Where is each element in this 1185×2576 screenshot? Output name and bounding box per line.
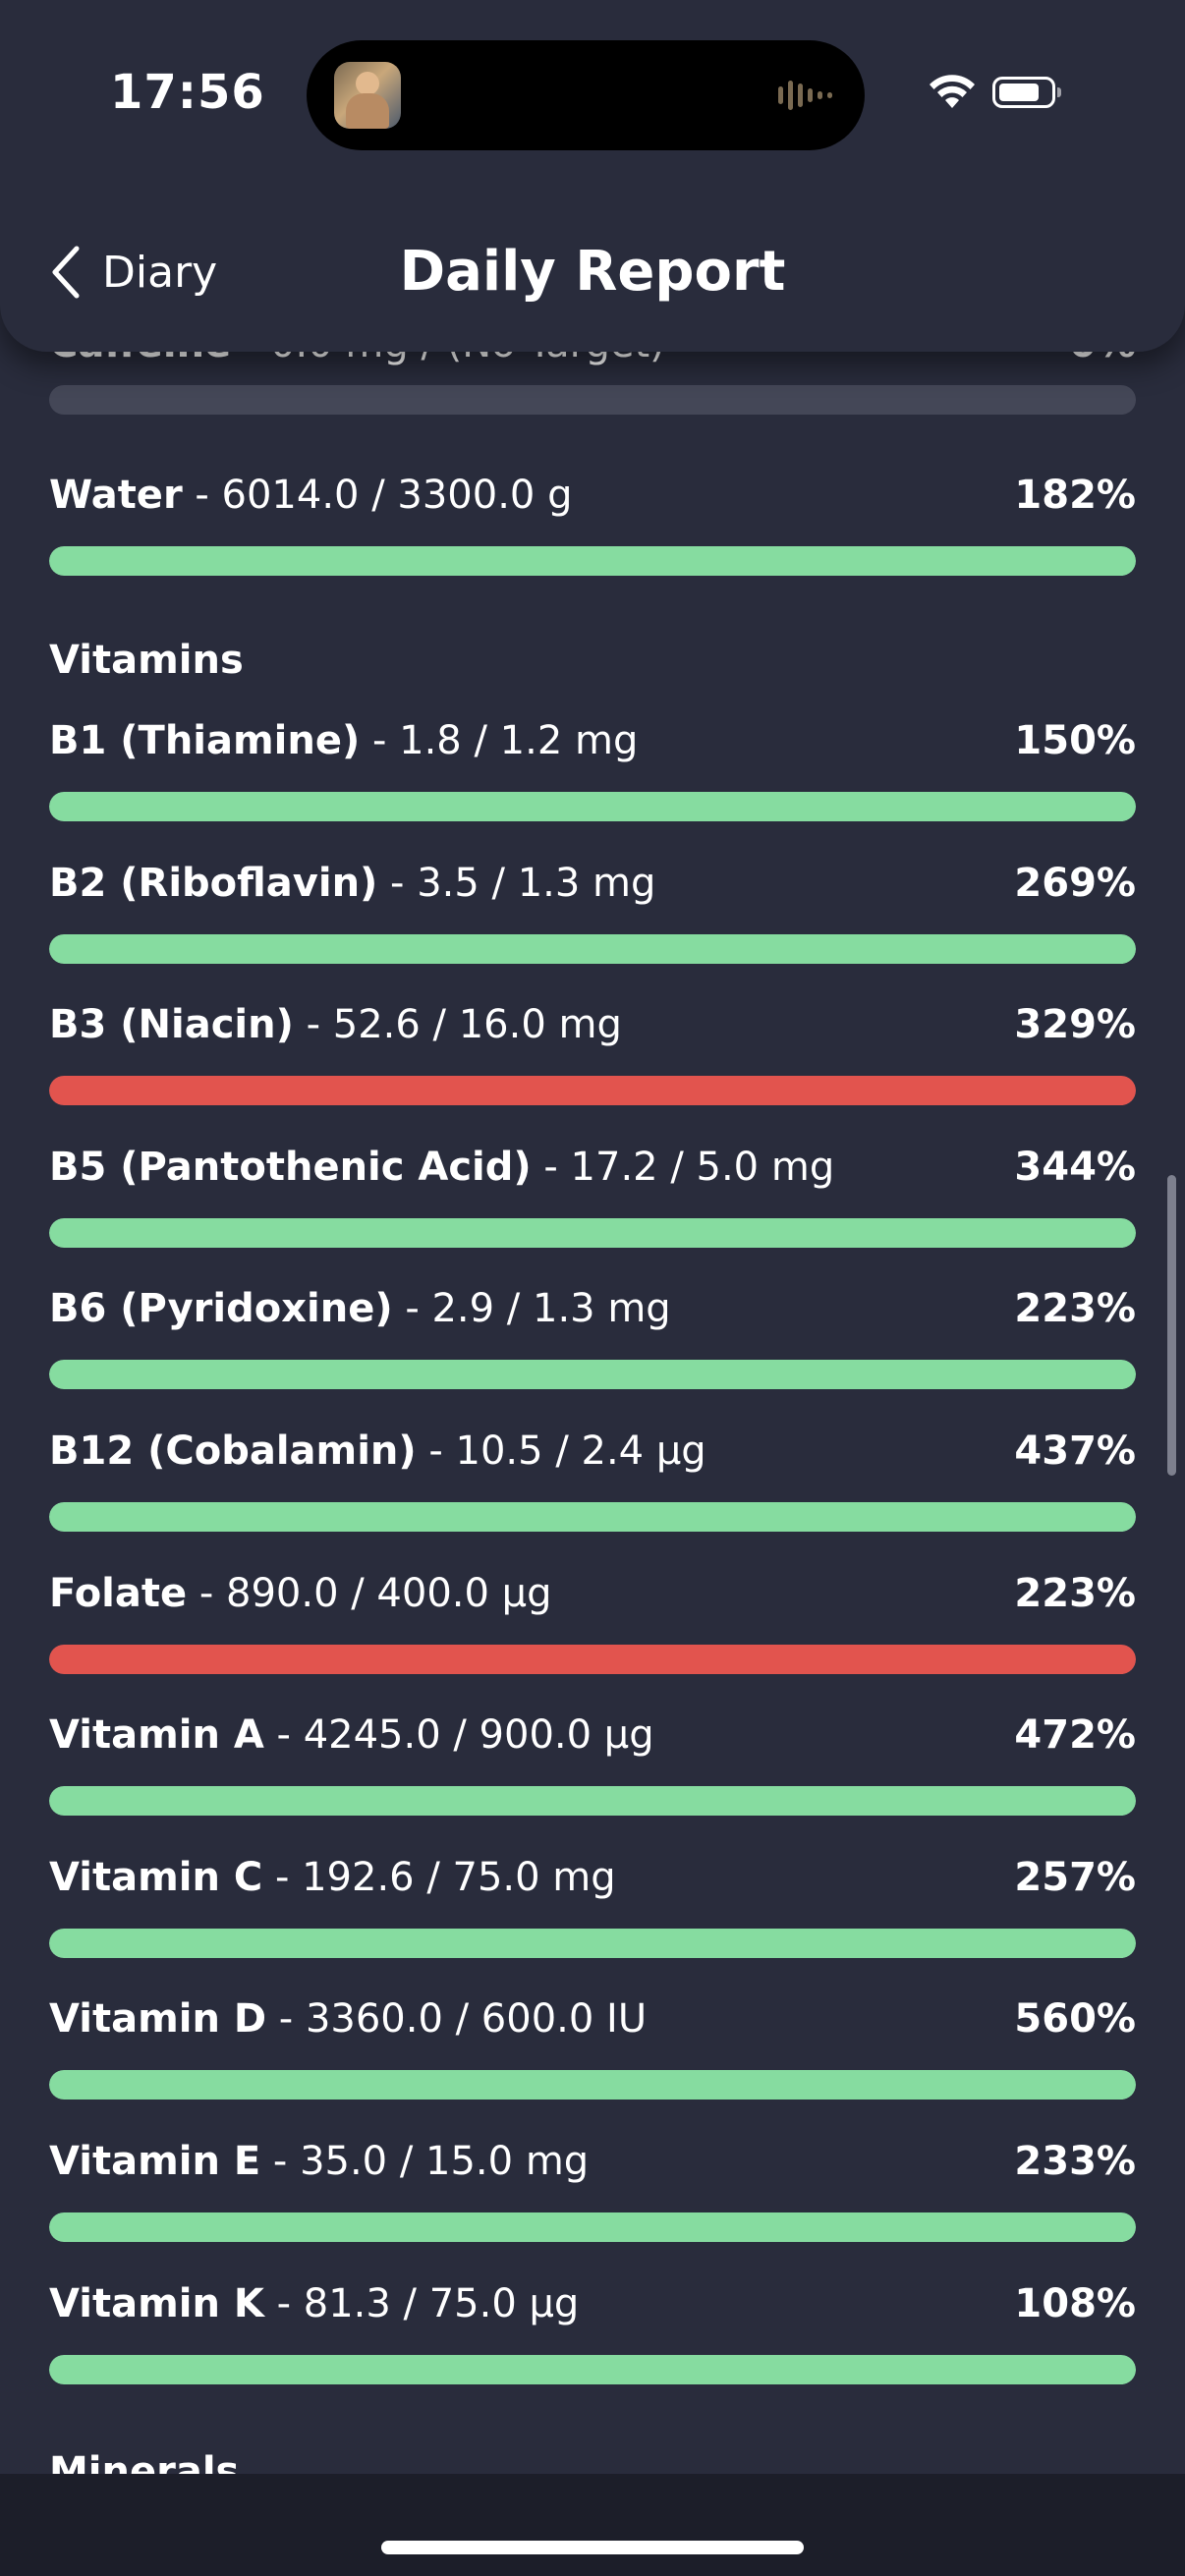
home-indicator[interactable] xyxy=(381,2541,804,2554)
nutrient-progress-fill xyxy=(49,2070,1136,2100)
back-button-label: Diary xyxy=(102,247,218,298)
nutrient-percent: 329% xyxy=(1014,1002,1136,1047)
nutrient-label: B3 (Niacin) - 52.6 / 16.0 mg xyxy=(49,995,914,1054)
nutrient-amount: - 1.8 / 1.2 mg xyxy=(360,718,639,763)
nutrient-percent: 108% xyxy=(1014,2281,1136,2326)
home-indicator-area xyxy=(0,2474,1185,2576)
nutrient-progress-fill xyxy=(49,1645,1136,1674)
audio-waveform-icon xyxy=(778,80,832,111)
report-content[interactable]: Caffeine - 0.0 mg / (No Target) 0% Water… xyxy=(0,0,1185,2474)
nutrient-progress-bar xyxy=(49,1929,1136,1958)
chevron-left-icon xyxy=(52,246,80,299)
nutrient-progress-bar xyxy=(49,2355,1136,2384)
section-title-vitamins: Vitamins xyxy=(49,638,244,683)
battery-icon xyxy=(992,77,1061,108)
nutrient-name: B2 (Riboflavin) xyxy=(49,861,378,906)
nutrient-progress-bar xyxy=(49,1786,1136,1816)
scroll-indicator[interactable] xyxy=(1167,1175,1176,1476)
nutrient-progress-bar xyxy=(49,934,1136,964)
wifi-icon xyxy=(930,75,975,108)
nutrient-percent: 257% xyxy=(1014,1855,1136,1900)
nutrient-progress-fill xyxy=(49,934,1136,964)
nutrient-progress-fill xyxy=(49,2212,1136,2242)
nutrient-percent: 560% xyxy=(1014,1996,1136,2042)
nutrient-name: B3 (Niacin) xyxy=(49,1002,294,1047)
nutrient-label: Vitamin D - 3360.0 / 600.0 IU xyxy=(49,1989,914,2048)
nutrient-name: Vitamin D xyxy=(49,1996,267,2042)
nutrient-amount: - 17.2 / 5.0 mg xyxy=(531,1145,835,1190)
dynamic-island xyxy=(307,40,865,150)
live-activity-avatar xyxy=(334,62,401,129)
nutrient-label: Vitamin C - 192.6 / 75.0 mg xyxy=(49,1848,914,1907)
nutrient-label: Vitamin E - 35.0 / 15.0 mg xyxy=(49,2132,914,2191)
nutrient-label: Vitamin A - 4245.0 / 900.0 μg xyxy=(49,1706,914,1764)
nutrient-name: Vitamin K xyxy=(49,2281,264,2326)
nutrient-percent: 223% xyxy=(1014,1286,1136,1331)
nutrient-progress-fill xyxy=(49,1929,1136,1958)
nutrient-progress-fill xyxy=(49,1786,1136,1816)
section-title-minerals: Minerals xyxy=(49,2449,240,2474)
nutrient-amount: - 35.0 / 15.0 mg xyxy=(260,2139,590,2184)
nutrient-progress-fill xyxy=(49,2355,1136,2384)
nutrient-progress-bar xyxy=(49,546,1136,576)
nutrient-progress-bar xyxy=(49,1645,1136,1674)
nutrient-progress-fill xyxy=(49,546,1136,576)
nutrient-progress-fill xyxy=(49,792,1136,821)
nutrient-label: B1 (Thiamine) - 1.8 / 1.2 mg xyxy=(49,711,914,770)
nutrient-name: Vitamin E xyxy=(49,2139,261,2184)
nutrient-label: B2 (Riboflavin) - 3.5 / 1.3 mg xyxy=(49,854,914,913)
nutrient-percent: 233% xyxy=(1014,2139,1136,2184)
nutrient-progress-bar xyxy=(49,1502,1136,1532)
nutrient-progress-bar xyxy=(49,385,1136,415)
nutrient-amount: - 81.3 / 75.0 μg xyxy=(263,2281,580,2326)
nutrient-percent: 182% xyxy=(1014,473,1136,518)
nutrient-percent: 344% xyxy=(1014,1145,1136,1190)
back-button[interactable]: Diary xyxy=(47,236,217,308)
nav-header: 17:56 Diary Daily Report xyxy=(0,0,1185,352)
nutrient-progress-bar xyxy=(49,1076,1136,1105)
nutrient-amount: - 3.5 / 1.3 mg xyxy=(377,861,656,906)
nutrient-label: Water - 6014.0 / 3300.0 g xyxy=(49,466,914,525)
nutrient-amount: - 4245.0 / 900.0 μg xyxy=(263,1712,654,1758)
nutrient-name: B12 (Cobalamin) xyxy=(49,1428,417,1474)
nutrient-label: B12 (Cobalamin) - 10.5 / 2.4 μg xyxy=(49,1422,914,1481)
nutrient-name: Vitamin A xyxy=(49,1712,264,1758)
nutrient-progress-bar xyxy=(49,2212,1136,2242)
nutrient-amount: - 52.6 / 16.0 mg xyxy=(293,1002,622,1047)
nutrient-progress-fill xyxy=(49,1502,1136,1532)
nutrient-name: Folate xyxy=(49,1571,188,1616)
nutrient-progress-bar xyxy=(49,1360,1136,1389)
nutrient-name: B6 (Pyridoxine) xyxy=(49,1286,393,1331)
nutrient-name: Vitamin C xyxy=(49,1855,263,1900)
nutrient-amount: - 890.0 / 400.0 μg xyxy=(187,1571,552,1616)
nutrient-percent: 223% xyxy=(1014,1571,1136,1616)
nutrient-amount: - 3360.0 / 600.0 IU xyxy=(266,1996,648,2042)
nutrient-progress-fill xyxy=(49,1360,1136,1389)
status-time: 17:56 xyxy=(110,65,265,120)
nutrient-progress-bar xyxy=(49,2070,1136,2100)
nutrient-percent: 437% xyxy=(1014,1428,1136,1474)
nutrient-amount: - 10.5 / 2.4 μg xyxy=(416,1428,706,1474)
nutrient-percent: 150% xyxy=(1014,718,1136,763)
nutrient-name: Water xyxy=(49,473,183,518)
nutrient-progress-fill xyxy=(49,1076,1136,1105)
nutrient-label: Vitamin K - 81.3 / 75.0 μg xyxy=(49,2274,914,2333)
nutrient-progress-bar xyxy=(49,792,1136,821)
nutrient-percent: 472% xyxy=(1014,1712,1136,1758)
nutrient-name: B5 (Pantothenic Acid) xyxy=(49,1145,532,1190)
nutrient-percent: 269% xyxy=(1014,861,1136,906)
nutrient-name: B1 (Thiamine) xyxy=(49,718,361,763)
nutrient-label: B6 (Pyridoxine) - 2.9 / 1.3 mg xyxy=(49,1279,914,1338)
nutrient-amount: - 2.9 / 1.3 mg xyxy=(392,1286,671,1331)
page-title: Daily Report xyxy=(399,240,786,304)
nutrient-progress-bar xyxy=(49,1218,1136,1248)
nutrient-label: B5 (Pantothenic Acid) - 17.2 / 5.0 mg xyxy=(49,1138,914,1197)
nutrient-amount: - 6014.0 / 3300.0 g xyxy=(182,473,573,518)
nutrient-amount: - 192.6 / 75.0 mg xyxy=(262,1855,616,1900)
nutrient-label: Folate - 890.0 / 400.0 μg xyxy=(49,1564,914,1623)
status-bar: 17:56 xyxy=(0,0,1185,167)
nutrient-progress-fill xyxy=(49,1218,1136,1248)
